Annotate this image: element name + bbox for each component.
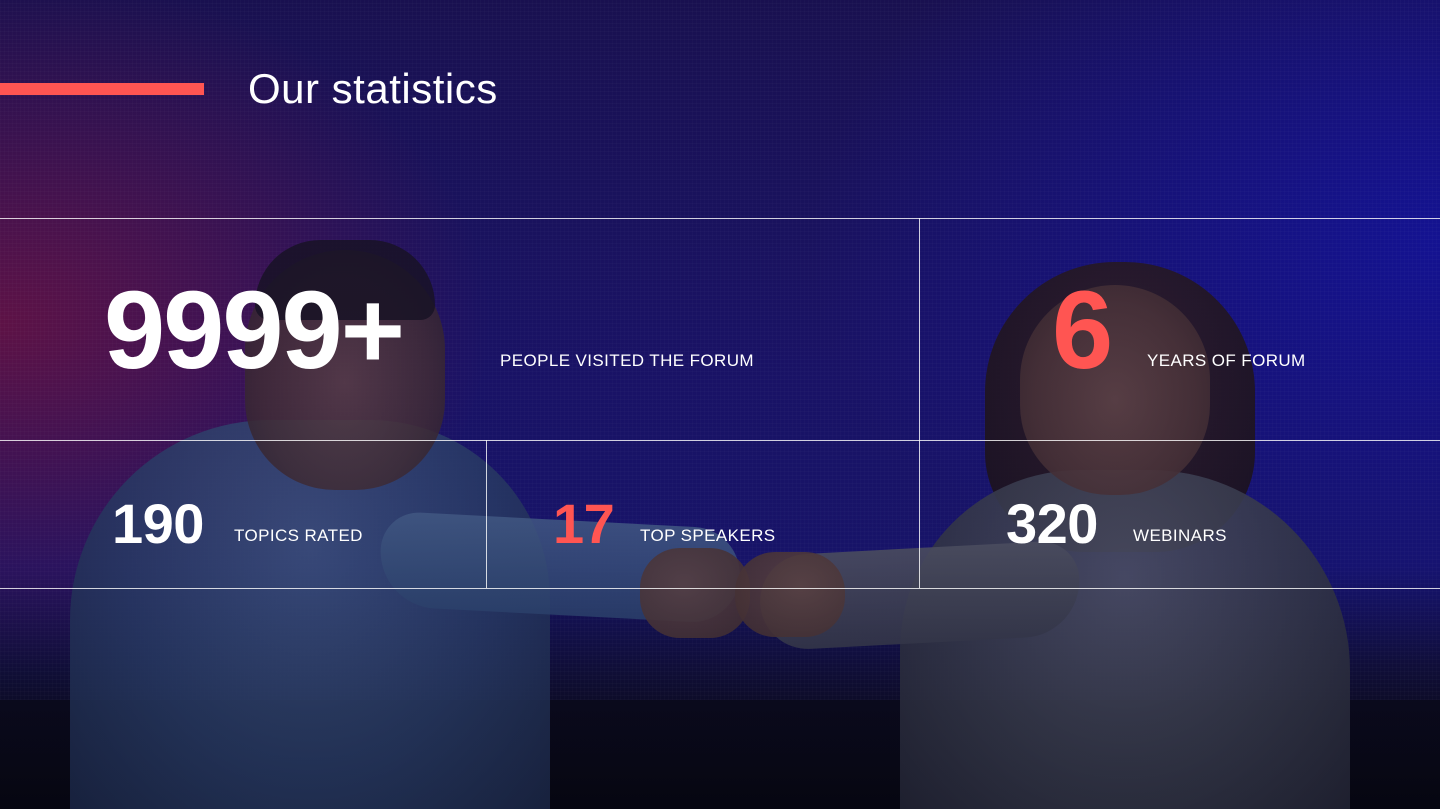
page-title: Our statistics <box>248 65 498 112</box>
grid-divider-right <box>919 218 920 588</box>
grid-line-middle <box>0 440 1440 441</box>
grid-line-bottom <box>0 588 1440 589</box>
grid-line-top <box>0 218 1440 219</box>
grid-divider-left <box>486 440 487 588</box>
stat-value: 320 <box>1006 492 1098 555</box>
stat-label: TOPICS RATED <box>234 526 363 545</box>
stat-label: PEOPLE VISITED THE FORUM <box>500 351 754 370</box>
stat-value: 17 <box>553 492 615 555</box>
title-accent-line <box>0 83 204 95</box>
stat-value: 9999+ <box>104 269 405 392</box>
stat-label: WEBINARS <box>1133 526 1227 545</box>
stat-label: YEARS OF FORUM <box>1147 351 1306 370</box>
stat-label: TOP SPEAKERS <box>640 526 776 545</box>
stat-value: 190 <box>112 492 204 555</box>
stat-value: 6 <box>1052 269 1113 392</box>
